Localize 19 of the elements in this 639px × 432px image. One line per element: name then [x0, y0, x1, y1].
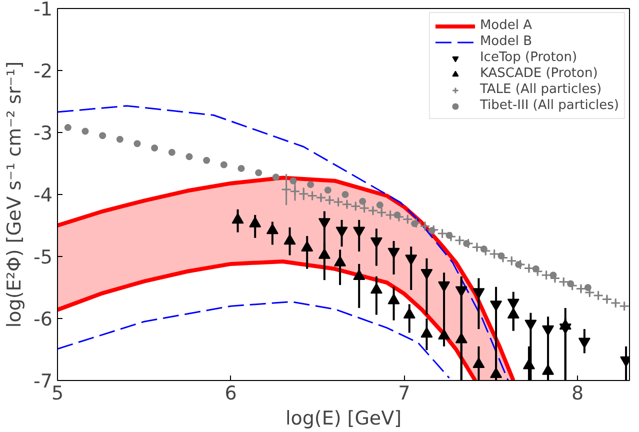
x-tick-label: 6 — [224, 382, 237, 404]
y-tick-label: -4 — [34, 184, 53, 206]
legend-label: IceTop (Proton) — [480, 50, 578, 65]
y-tick-label: -7 — [34, 370, 53, 392]
x-tick-label: 7 — [398, 382, 410, 404]
legend-label: Model A — [480, 18, 532, 33]
legend-label: Tibet-III (All particles) — [480, 98, 619, 113]
y-tick-label: -3 — [34, 122, 53, 144]
x-tick-label: 5 — [51, 382, 64, 404]
x-axis-title: log(E) [GeV] — [285, 408, 402, 430]
x-tick-label: 8 — [571, 382, 584, 404]
legend-label: Model B — [480, 34, 532, 49]
legend-label: KASCADE (Proton) — [480, 66, 598, 81]
y-tick-label: -6 — [34, 308, 53, 330]
legend-label: TALE (All particles) — [480, 82, 602, 97]
y-tick-label: -1 — [34, 0, 53, 20]
y-axis-title: log(E²Φ) [GeV s⁻¹ cm⁻² sr⁻¹] — [4, 61, 26, 328]
y-tick-label: -5 — [34, 246, 53, 268]
y-tick-label: -2 — [34, 60, 53, 82]
